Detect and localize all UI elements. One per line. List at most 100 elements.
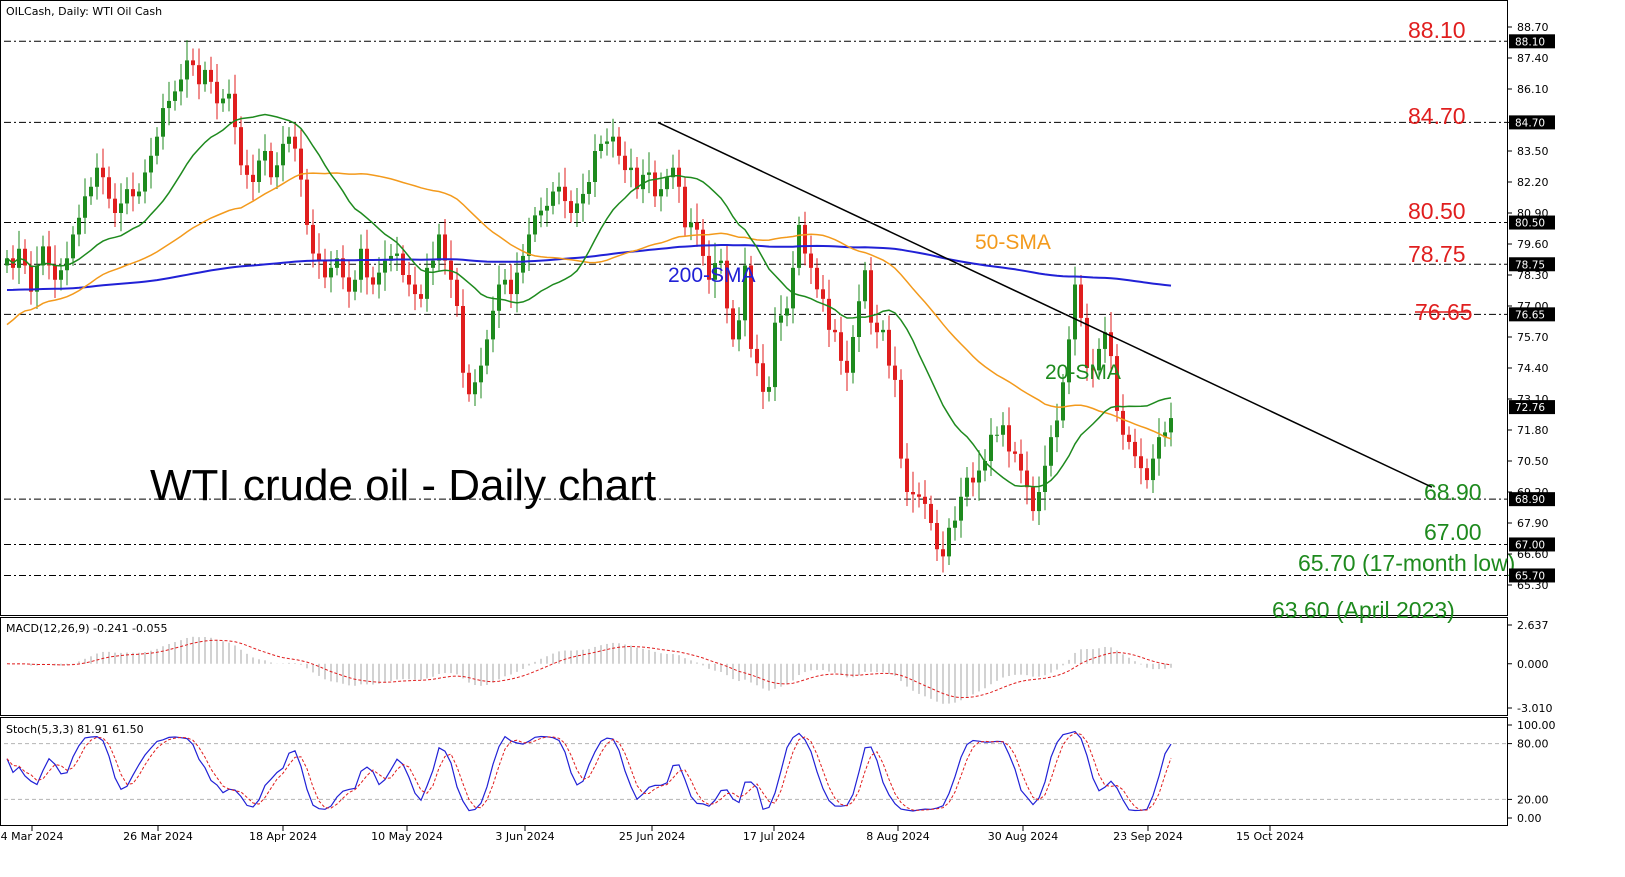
candle-body (407, 275, 411, 285)
candle-body (1007, 425, 1011, 452)
stoch-label: Stoch(5,3,3) 81.91 61.50 (6, 723, 144, 736)
candle-body (611, 136, 615, 142)
price-box (1509, 400, 1555, 415)
candle-body (95, 167, 99, 187)
price-box (1509, 492, 1555, 507)
candle-body (83, 196, 87, 218)
candle-body (749, 265, 753, 349)
candle-body (515, 272, 519, 295)
candle-body (377, 272, 381, 285)
price-tick-label: 67.90 (1517, 517, 1549, 530)
candle-body (767, 387, 771, 392)
candle-body (221, 98, 225, 104)
candle-body (935, 523, 939, 550)
chart-title: WTI crude oil - Daily chart (150, 461, 656, 510)
candle-body (1061, 382, 1065, 421)
candle-body (839, 332, 843, 361)
price-box (1509, 215, 1555, 230)
candle-body (1133, 441, 1137, 457)
price-box-label: 68.90 (1515, 494, 1545, 506)
price-box (1509, 307, 1555, 322)
date-tick-label: 25 Jun 2024 (619, 830, 685, 843)
candle-body (551, 191, 555, 206)
macd-panel-frame (0, 617, 1508, 716)
candle-body (545, 205, 549, 211)
candle-body (1085, 317, 1089, 368)
price-box (1509, 115, 1555, 130)
candle-body (1145, 468, 1149, 481)
price-box (1509, 257, 1555, 272)
symbol-label: OILCash, Daily: WTI Oil Cash (6, 5, 162, 18)
candle-body (71, 234, 75, 259)
price-tick-label: 87.40 (1517, 52, 1549, 65)
stoch-tick-label: 20.00 (1517, 793, 1549, 806)
candle-body (743, 265, 747, 321)
candle-body (47, 246, 51, 266)
candle-body (101, 167, 105, 178)
candle-body (809, 253, 813, 268)
candle-body (863, 270, 867, 302)
candle-body (311, 224, 315, 254)
candle-body (479, 365, 483, 383)
candle-body (791, 267, 795, 309)
candle-body (959, 496, 963, 521)
candle-body (1109, 332, 1113, 357)
price-box-label: 88.10 (1515, 36, 1545, 48)
candle-body (677, 167, 681, 187)
level-label: 80.50 (1408, 198, 1466, 224)
price-box-label: 78.75 (1515, 259, 1545, 271)
level-label: 63.60 (April 2023) (1272, 597, 1455, 623)
date-tick-label: 17 Jul 2024 (743, 830, 805, 843)
candle-body (1043, 465, 1047, 492)
candle-body (1079, 284, 1083, 318)
candle-body (23, 248, 27, 266)
trendline (657, 121, 1433, 488)
date-tick-label: 10 May 2024 (371, 830, 443, 843)
candle-body (59, 270, 63, 280)
stoch-panel-frame (0, 717, 1508, 826)
candle-body (395, 253, 399, 256)
candle-body (203, 69, 207, 85)
candle-body (821, 289, 825, 299)
candle-body (191, 60, 195, 66)
candle-body (437, 234, 441, 261)
candle-body (215, 81, 219, 104)
candle-body (443, 234, 447, 261)
candle-body (293, 136, 297, 149)
candle-body (989, 434, 993, 461)
candle-body (107, 177, 111, 199)
price-tick-label: 74.40 (1517, 362, 1549, 375)
candle-body (1121, 410, 1125, 435)
candle-body (317, 253, 321, 261)
candle-body (299, 148, 303, 180)
price-tick-label: 75.70 (1517, 331, 1549, 344)
candle-body (425, 267, 429, 299)
price-tick-label: 83.50 (1517, 145, 1549, 158)
candle-body (209, 69, 213, 82)
candle-body (41, 246, 45, 266)
date-tick-label: 23 Sep 2024 (1113, 830, 1183, 843)
candle-body (1139, 456, 1143, 469)
date-tick-label: 4 Mar 2024 (1, 830, 64, 843)
candle-body (185, 60, 189, 80)
date-tick-label: 26 Mar 2024 (123, 830, 193, 843)
candle-body (485, 339, 489, 366)
candle-body (473, 382, 477, 395)
candle-body (1151, 458, 1155, 481)
price-box (1509, 34, 1555, 49)
candle-body (233, 93, 237, 128)
candle-body (803, 224, 807, 254)
price-tick-label: 86.10 (1517, 83, 1549, 96)
candle-body (905, 458, 909, 492)
price-tick-label: 70.50 (1517, 455, 1549, 468)
date-axis: 4 Mar 2024 26 Mar 2024 18 Apr 2024 10 May 2… (1, 826, 1304, 843)
candle-body (149, 155, 153, 173)
price-box (1509, 537, 1555, 552)
candle-body (1115, 356, 1119, 411)
candle-body (1073, 284, 1077, 340)
date-tick-label: 18 Apr 2024 (249, 830, 317, 843)
candle-body (383, 260, 387, 273)
candle-body (995, 434, 999, 436)
candle-body (413, 284, 417, 295)
candle-body (869, 270, 873, 323)
